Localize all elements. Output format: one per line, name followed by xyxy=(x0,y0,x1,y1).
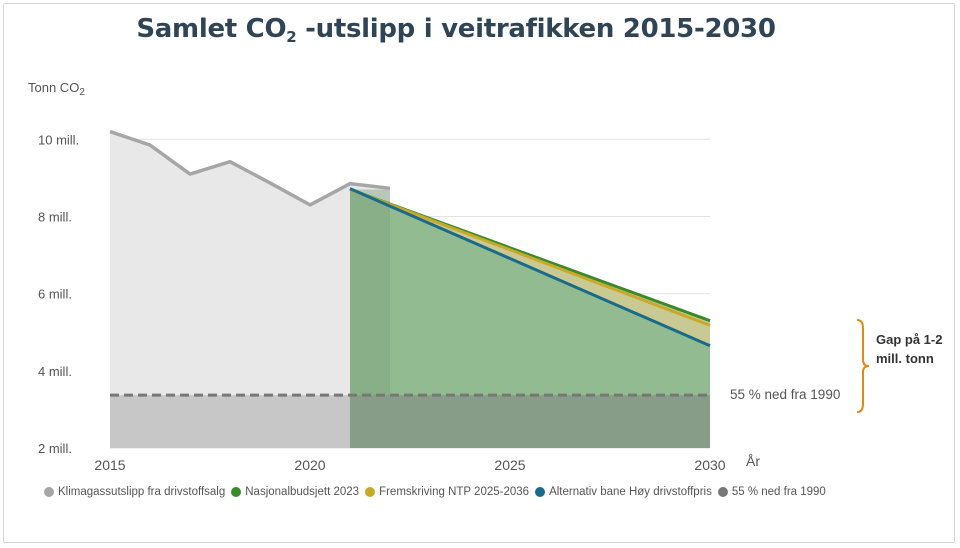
legend-item: Alternativ bane Høy drivstoffpris xyxy=(535,486,712,498)
legend-label: Fremskriving NTP 2025-2036 xyxy=(379,486,530,498)
x-tick-label: 2025 xyxy=(494,457,525,473)
legend-swatch xyxy=(231,487,242,497)
y-tick-label: 4 mill. xyxy=(38,364,72,379)
y-tick-label: 8 mill. xyxy=(38,209,72,224)
legend-item: Klimagassutslipp fra drivstoffsalg xyxy=(44,486,225,498)
gap-bracket xyxy=(856,319,870,413)
y-tick-label: 2 mill. xyxy=(38,441,72,456)
ylabel-subscript: 2 xyxy=(79,87,85,98)
legend-item: Nasjonalbudsjett 2023 xyxy=(231,486,359,498)
title-subscript: 2 xyxy=(286,28,297,46)
alternative-line xyxy=(349,187,711,348)
chart-title: Samlet CO2 -utslipp i veitrafikken 2015-… xyxy=(136,14,776,46)
y-tick-label: 10 mill. xyxy=(38,132,79,147)
legend: Klimagassutslipp fra drivstoffsalg Nasjon… xyxy=(44,486,826,498)
historical-line xyxy=(109,129,391,207)
ntp-line xyxy=(349,188,711,327)
legend-item: 55 % ned fra 1990 xyxy=(717,486,826,498)
legend-swatch xyxy=(717,487,728,497)
projection-area xyxy=(350,188,710,448)
gap-annotation: Gap på 1-2 mill. tonn xyxy=(876,332,943,366)
legend-swatch xyxy=(44,487,54,497)
historical-area xyxy=(110,131,390,448)
legend-swatch xyxy=(535,487,546,497)
x-tick-label: 2015 xyxy=(94,457,125,473)
x-axis-label: År xyxy=(746,453,760,469)
chart-frame xyxy=(3,3,955,543)
x-tick-label: 2020 xyxy=(294,457,325,473)
below-target-band xyxy=(110,395,350,448)
legend-label: Alternativ bane Høy drivstoffpris xyxy=(549,486,712,498)
legend-swatch xyxy=(365,487,376,497)
projection-below-target xyxy=(350,395,710,448)
x-tick-label: 2030 xyxy=(694,457,725,473)
y-tick-label: 6 mill. xyxy=(38,287,72,302)
legend-label: Klimagassutslipp fra drivstoffsalg xyxy=(58,486,226,498)
target-label: 55 % ned fra 1990 xyxy=(730,387,840,402)
legend-item: Fremskriving NTP 2025-2036 xyxy=(365,486,529,498)
legend-label: 55 % ned fra 1990 xyxy=(731,486,826,498)
y-axis-label: Tonn CO2 xyxy=(28,80,85,98)
legend-label: Nasjonalbudsjett 2023 xyxy=(245,486,360,498)
